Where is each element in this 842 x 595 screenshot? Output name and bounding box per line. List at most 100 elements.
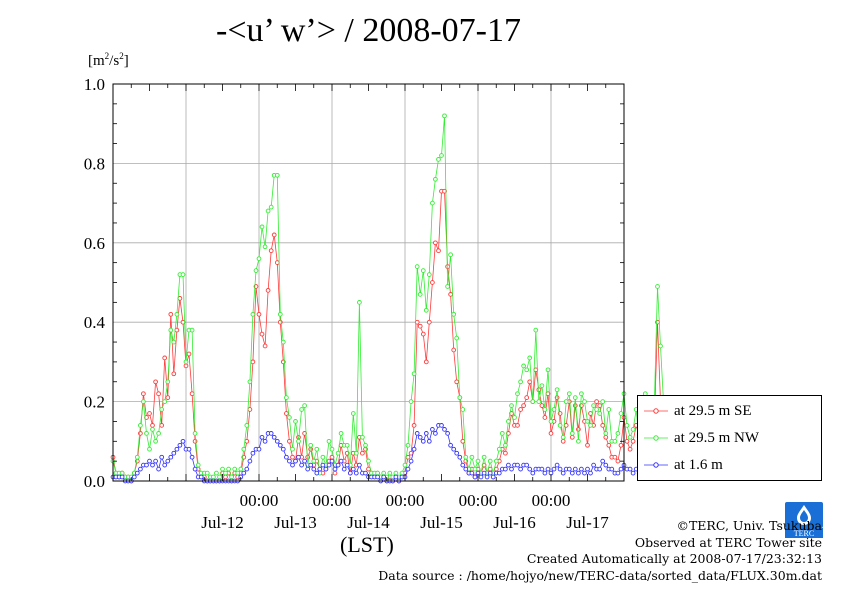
data-point: [335, 462, 341, 468]
data-point: [162, 462, 168, 468]
data-point: [585, 466, 590, 472]
y-tick-label: 1.0: [84, 75, 105, 94]
data-point: [268, 431, 274, 436]
data-point: [162, 399, 168, 404]
data-point: [192, 438, 198, 444]
data-point: [460, 462, 466, 468]
source-text: Data source : /home/hojyo/new/TERC-data/…: [378, 567, 822, 583]
data-point: [518, 466, 523, 472]
data-point: [609, 466, 615, 472]
data-point: [253, 268, 259, 273]
data-point: [436, 248, 441, 254]
data-point: [600, 399, 606, 404]
data-point: [256, 446, 262, 452]
data-point: [630, 427, 636, 432]
data-point: [521, 403, 526, 408]
data-point: [271, 232, 277, 238]
data-point: [262, 244, 268, 250]
data-point: [524, 462, 530, 468]
data-point: [141, 391, 146, 397]
data-point: [250, 450, 256, 456]
data-point: [420, 331, 426, 337]
x-date-label: Jul-14: [347, 513, 390, 532]
data-point: [533, 327, 539, 333]
data-point: [329, 458, 335, 464]
data-point: [417, 434, 423, 440]
data-point: [186, 446, 192, 452]
data-point: [244, 438, 250, 444]
data-point: [134, 470, 140, 476]
data-point: [180, 272, 186, 277]
data-point: [554, 387, 560, 393]
data-point: [618, 411, 624, 416]
series-1: [110, 113, 691, 480]
data-point: [156, 431, 161, 436]
data-point: [588, 470, 593, 476]
data-point: [442, 113, 447, 119]
data-point: [247, 458, 253, 464]
data-point: [277, 311, 283, 317]
legend-marker-nw: [644, 435, 668, 441]
data-point: [551, 407, 557, 412]
data-point: [579, 466, 584, 472]
data-point: [329, 446, 335, 452]
data-point: [353, 470, 359, 476]
data-point: [150, 462, 155, 468]
data-point: [284, 454, 289, 460]
data-point: [159, 423, 165, 428]
data-point: [293, 419, 298, 424]
data-point: [147, 411, 152, 416]
data-point: [335, 450, 341, 456]
data-point: [247, 407, 253, 412]
data-point: [624, 423, 630, 428]
data-point: [512, 415, 517, 420]
data-point: [442, 188, 447, 194]
data-point: [554, 462, 560, 468]
series-line: [112, 190, 689, 483]
data-point: [530, 470, 536, 476]
x-tick-labels: 00:00 00:00 00:00 00:00 00:00 Jul-12 Jul-13 Jul…: [201, 491, 609, 532]
data-point: [451, 347, 457, 353]
data-point: [274, 172, 280, 178]
data-point: [220, 466, 225, 472]
data-point: [144, 462, 149, 468]
data-point: [232, 466, 238, 472]
data-point: [588, 423, 593, 428]
data-point: [594, 399, 599, 404]
data-point: [183, 363, 189, 369]
data-point: [332, 470, 338, 476]
data-point: [615, 458, 621, 464]
data-point: [320, 454, 326, 460]
data-point: [463, 454, 469, 460]
data-point: [496, 470, 502, 476]
data-point: [539, 403, 545, 408]
data-point: [147, 458, 152, 464]
data-point: [268, 248, 274, 254]
x-time-label: 00:00: [240, 491, 279, 510]
series-0: [110, 188, 691, 484]
data-point: [338, 458, 344, 464]
data-point: [515, 462, 520, 468]
data-point: [423, 307, 429, 313]
data-point: [211, 474, 216, 480]
data-point: [387, 470, 393, 476]
data-point: [536, 399, 542, 404]
copyright-text: ©TERC, Univ. Tsukuba: [676, 518, 822, 533]
data-point: [293, 458, 298, 464]
data-point: [478, 474, 484, 480]
data-point: [506, 419, 511, 424]
data-point: [131, 474, 137, 480]
data-point: [430, 200, 435, 206]
data-point: [162, 355, 168, 361]
data-point: [627, 434, 633, 440]
data-point: [347, 470, 353, 476]
data-point: [360, 434, 365, 440]
data-point: [366, 458, 371, 464]
data-point: [433, 240, 438, 246]
legend-label-ground: at 1.6 m: [674, 456, 723, 473]
data-point: [557, 466, 563, 472]
x-date-label: Jul-12: [201, 513, 244, 532]
data-point: [174, 311, 180, 317]
data-point: [284, 395, 289, 400]
data-point: [280, 446, 286, 452]
